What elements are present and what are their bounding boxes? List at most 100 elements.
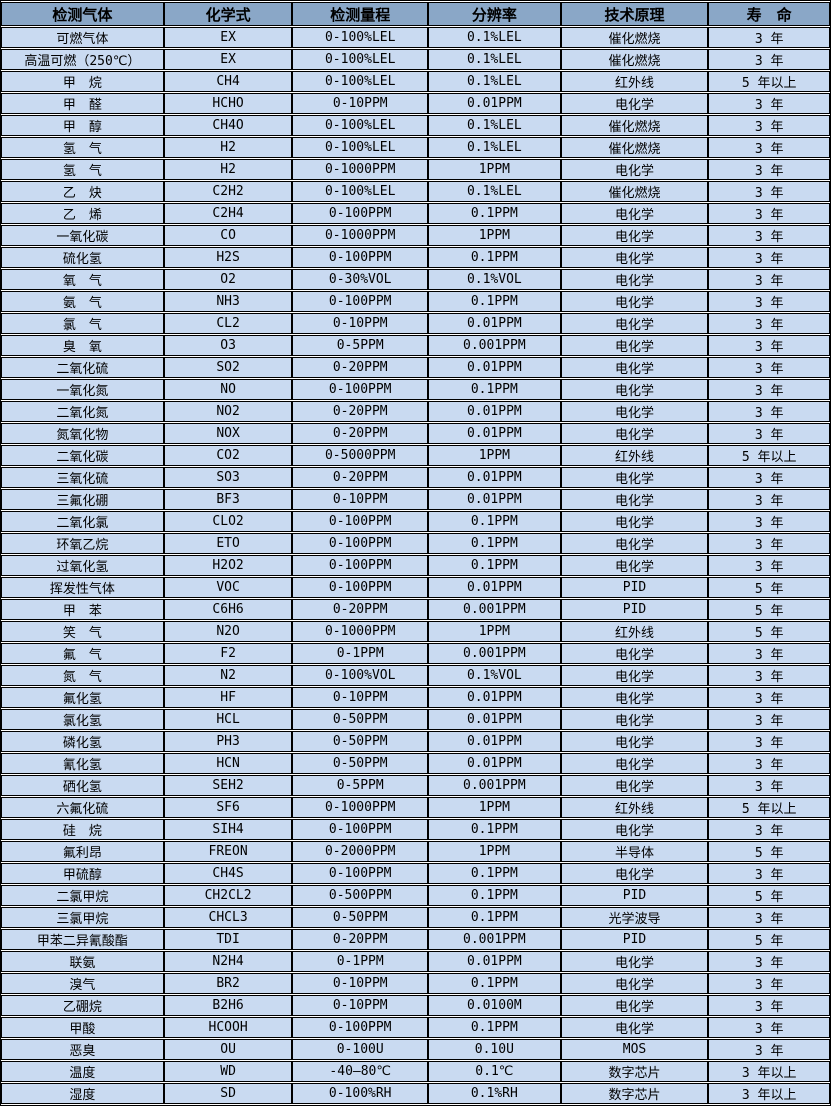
resolution-cell: 0.01PPM xyxy=(428,731,561,752)
table-row: 一氧化碳 CO 0-1000PPM 1PPM 电化学 3 年 xyxy=(1,225,830,246)
gas-cell: 挥发性气体 xyxy=(1,577,164,598)
range-cell: 0-10PPM xyxy=(292,995,429,1016)
gas-cell: 臭 氧 xyxy=(1,335,164,356)
range-cell: 0-10PPM xyxy=(292,687,429,708)
principle-cell: 催化燃烧 xyxy=(560,115,709,136)
lifespan-cell: 3 年 xyxy=(708,379,830,400)
principle-cell: PID xyxy=(560,885,709,906)
gas-cell: 氟利昂 xyxy=(1,841,164,862)
range-cell: 0-50PPM xyxy=(292,709,429,730)
principle-cell: 催化燃烧 xyxy=(560,49,709,70)
lifespan-cell: 3 年 xyxy=(708,93,830,114)
lifespan-cell: 3 年 xyxy=(708,269,830,290)
gas-cell: 甲酸 xyxy=(1,1017,164,1038)
formula-cell: ETO xyxy=(163,533,293,554)
lifespan-cell: 5 年 xyxy=(708,577,830,598)
table-row: 联氨 N2H4 0-1PPM 0.01PPM 电化学 3 年 xyxy=(1,951,830,972)
resolution-cell: 0.1PPM xyxy=(428,511,561,532)
resolution-cell: 0.1%VOL xyxy=(428,269,561,290)
range-cell: 0-100PPM xyxy=(292,819,429,840)
formula-cell: SEH2 xyxy=(163,775,293,796)
principle-cell: 电化学 xyxy=(560,467,709,488)
lifespan-cell: 3 年 xyxy=(708,225,830,246)
gas-cell: 氟化氢 xyxy=(1,687,164,708)
gas-cell: 甲苯二异氰酸酯 xyxy=(1,929,164,950)
resolution-cell: 0.01PPM xyxy=(428,423,561,444)
resolution-cell: 0.01PPM xyxy=(428,489,561,510)
table-row: 硒化氢 SEH2 0-5PPM 0.001PPM 电化学 3 年 xyxy=(1,775,830,796)
range-cell: 0-100PPM xyxy=(292,379,429,400)
lifespan-cell: 3 年 xyxy=(708,27,830,48)
principle-cell: 光学波导 xyxy=(560,907,709,928)
range-cell: 0-100%LEL xyxy=(292,137,429,158)
lifespan-cell: 3 年 xyxy=(708,753,830,774)
resolution-cell: 0.01PPM xyxy=(428,577,561,598)
gas-cell: 甲 醇 xyxy=(1,115,164,136)
gas-cell: 三氟化硼 xyxy=(1,489,164,510)
resolution-cell: 1PPM xyxy=(428,841,561,862)
formula-cell: N2H4 xyxy=(163,951,293,972)
resolution-cell: 0.01PPM xyxy=(428,709,561,730)
lifespan-cell: 3 年 xyxy=(708,203,830,224)
resolution-cell: 0.1%LEL xyxy=(428,27,561,48)
range-cell: 0-100%LEL xyxy=(292,115,429,136)
table-row: 乙硼烷 B2H6 0-10PPM 0.0100M 电化学 3 年 xyxy=(1,995,830,1016)
table-row: 环氧乙烷 ETO 0-100PPM 0.1PPM 电化学 3 年 xyxy=(1,533,830,554)
lifespan-cell: 3 年 xyxy=(708,555,830,576)
table-row: 氮氧化物 NOX 0-20PPM 0.01PPM 电化学 3 年 xyxy=(1,423,830,444)
resolution-cell: 0.1%LEL xyxy=(428,49,561,70)
resolution-cell: 0.1%LEL xyxy=(428,71,561,92)
resolution-cell: 0.10U xyxy=(428,1039,561,1060)
principle-cell: 电化学 xyxy=(560,225,709,246)
table-row: 硅 烷 SIH4 0-100PPM 0.1PPM 电化学 3 年 xyxy=(1,819,830,840)
gas-cell: 一氧化氮 xyxy=(1,379,164,400)
range-cell: 0-50PPM xyxy=(292,907,429,928)
principle-cell: 电化学 xyxy=(560,775,709,796)
gas-cell: 氢 气 xyxy=(1,159,164,180)
principle-cell: 电化学 xyxy=(560,357,709,378)
range-cell: 0-500PPM xyxy=(292,885,429,906)
gas-cell: 二氧化氯 xyxy=(1,511,164,532)
resolution-cell: 0.001PPM xyxy=(428,335,561,356)
table-row: 温度 WD -40—80℃ 0.1℃ 数字芯片 3 年以上 xyxy=(1,1061,830,1082)
range-cell: 0-5000PPM xyxy=(292,445,429,466)
gas-cell: 甲 醛 xyxy=(1,93,164,114)
lifespan-cell: 3 年 xyxy=(708,731,830,752)
formula-cell: NO xyxy=(163,379,293,400)
gas-cell: 甲 苯 xyxy=(1,599,164,620)
lifespan-cell: 3 年 xyxy=(708,863,830,884)
gas-cell: 联氨 xyxy=(1,951,164,972)
principle-cell: 催化燃烧 xyxy=(560,181,709,202)
resolution-cell: 0.1℃ xyxy=(428,1061,561,1082)
gas-cell: 甲硫醇 xyxy=(1,863,164,884)
resolution-cell: 1PPM xyxy=(428,621,561,642)
resolution-cell: 1PPM xyxy=(428,445,561,466)
lifespan-cell: 3 年 xyxy=(708,643,830,664)
gas-cell: 乙 烯 xyxy=(1,203,164,224)
lifespan-cell: 3 年 xyxy=(708,1039,830,1060)
col-header-resolution: 分辨率 xyxy=(428,2,561,26)
table-row: 三氯甲烷 CHCL3 0-50PPM 0.1PPM 光学波导 3 年 xyxy=(1,907,830,928)
resolution-cell: 0.1PPM xyxy=(428,533,561,554)
range-cell: 0-1000PPM xyxy=(292,621,429,642)
range-cell: 0-5PPM xyxy=(292,335,429,356)
table-row: 甲酸 HCOOH 0-100PPM 0.1PPM 电化学 3 年 xyxy=(1,1017,830,1038)
table-row: 氯 气 CL2 0-10PPM 0.01PPM 电化学 3 年 xyxy=(1,313,830,334)
gas-cell: 乙硼烷 xyxy=(1,995,164,1016)
lifespan-cell: 5 年 xyxy=(708,841,830,862)
gas-cell: 六氟化硫 xyxy=(1,797,164,818)
principle-cell: 电化学 xyxy=(560,379,709,400)
resolution-cell: 0.01PPM xyxy=(428,951,561,972)
formula-cell: N2O xyxy=(163,621,293,642)
range-cell: 0-1000PPM xyxy=(292,225,429,246)
col-header-lifespan: 寿 命 xyxy=(708,2,830,26)
gas-cell: 氮氧化物 xyxy=(1,423,164,444)
formula-cell: HCOOH xyxy=(163,1017,293,1038)
range-cell: 0-100PPM xyxy=(292,511,429,532)
formula-cell: CH4S xyxy=(163,863,293,884)
formula-cell: OU xyxy=(163,1039,293,1060)
table-row: 二氧化氯 CLO2 0-100PPM 0.1PPM 电化学 3 年 xyxy=(1,511,830,532)
resolution-cell: 0.01PPM xyxy=(428,401,561,422)
range-cell: 0-100%LEL xyxy=(292,49,429,70)
gas-cell: 高温可燃（250℃） xyxy=(1,49,164,70)
